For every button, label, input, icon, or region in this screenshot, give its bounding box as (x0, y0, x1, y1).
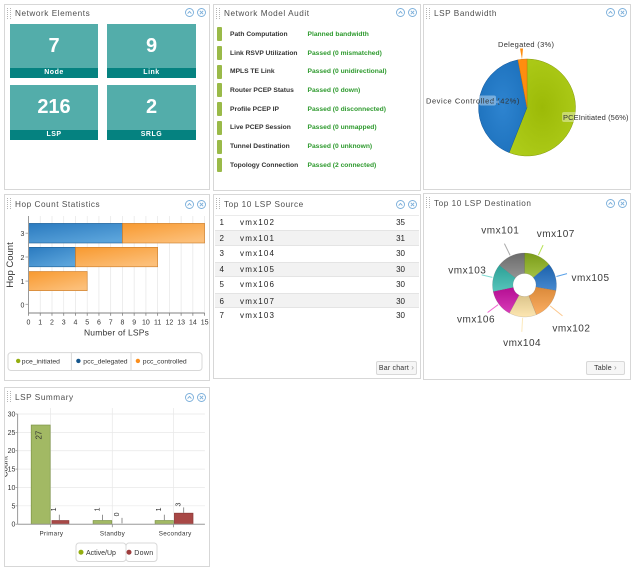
svg-text:Delegated (3%): Delegated (3%) (498, 40, 555, 49)
svg-text:Secondary: Secondary (159, 531, 192, 538)
svg-text:Down: Down (134, 550, 153, 557)
svg-text:0: 0 (114, 512, 121, 516)
svg-text:vmx101: vmx101 (481, 225, 519, 236)
svg-text:13: 13 (177, 319, 185, 326)
svg-text:0: 0 (21, 302, 25, 309)
svg-text:9: 9 (132, 319, 136, 326)
svg-text:5: 5 (85, 319, 89, 326)
svg-text:vmx107: vmx107 (537, 229, 575, 240)
svg-text:10: 10 (142, 319, 150, 326)
svg-text:1: 1 (21, 279, 25, 286)
svg-text:1: 1 (38, 319, 42, 326)
svg-text:Device Controlled (42%): Device Controlled (42%) (426, 97, 520, 106)
svg-text:27: 27 (35, 430, 44, 439)
svg-text:30: 30 (8, 412, 16, 419)
svg-text:4: 4 (74, 319, 78, 326)
svg-text:vmx102: vmx102 (552, 324, 590, 335)
svg-text:pcc_delegated: pcc_delegated (83, 358, 127, 365)
svg-text:11: 11 (154, 319, 161, 326)
svg-text:3: 3 (62, 319, 66, 326)
svg-text:1: 1 (156, 507, 163, 511)
svg-text:3: 3 (21, 231, 25, 238)
svg-text:2: 2 (50, 319, 54, 326)
svg-text:Standby: Standby (100, 531, 126, 538)
svg-text:vmx104: vmx104 (503, 338, 541, 349)
svg-text:20: 20 (8, 448, 16, 455)
svg-text:3: 3 (176, 503, 183, 507)
svg-text:10: 10 (8, 485, 16, 492)
svg-text:7: 7 (109, 319, 113, 326)
svg-text:Primary: Primary (40, 531, 64, 538)
svg-text:8: 8 (120, 319, 124, 326)
svg-text:pce_initiated: pce_initiated (22, 358, 60, 365)
svg-text:PCEInitiated (56%): PCEInitiated (56%) (563, 113, 629, 122)
svg-text:6: 6 (97, 319, 101, 326)
svg-text:vmx105: vmx105 (572, 273, 610, 284)
svg-text:pcc_controlled: pcc_controlled (143, 358, 187, 365)
svg-text:14: 14 (189, 319, 197, 326)
svg-text:15: 15 (8, 467, 16, 474)
svg-text:1: 1 (94, 507, 101, 511)
svg-text:2: 2 (21, 255, 25, 262)
svg-text:vmx103: vmx103 (448, 265, 486, 276)
svg-text:Active/Up: Active/Up (86, 550, 116, 557)
svg-text:0: 0 (11, 522, 15, 529)
svg-text:12: 12 (165, 319, 173, 326)
svg-text:Number of LSPs: Number of LSPs (84, 328, 149, 338)
svg-text:vmx106: vmx106 (457, 315, 495, 326)
svg-text:Count: Count (5, 455, 10, 477)
svg-text:15: 15 (201, 319, 209, 326)
svg-text:Hop Count: Hop Count (5, 242, 16, 288)
svg-text:0: 0 (27, 319, 31, 326)
svg-text:1: 1 (51, 507, 58, 511)
svg-text:25: 25 (8, 430, 16, 437)
svg-text:5: 5 (11, 503, 15, 510)
